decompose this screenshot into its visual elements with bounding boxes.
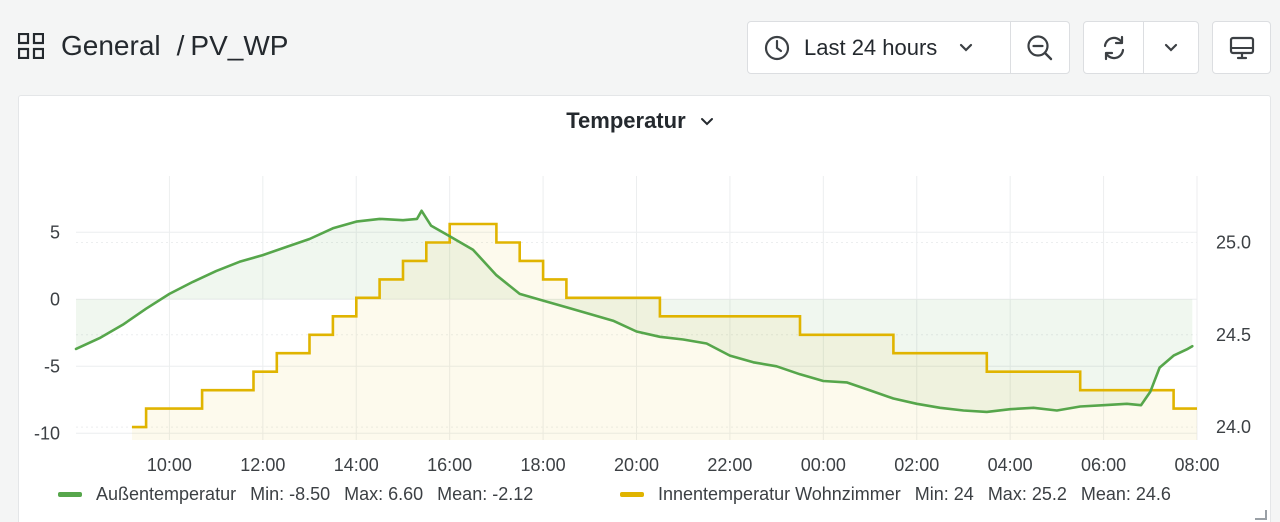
- chevron-down-icon: [960, 43, 973, 52]
- clock-icon: [764, 35, 790, 60]
- y-left-tick-label: 5: [50, 222, 60, 242]
- series-line-inside-temperature: [132, 222, 1197, 429]
- x-axis-tick-label: 18:00: [521, 455, 566, 475]
- panel-header[interactable]: Temperatur: [0, 108, 1280, 134]
- dashboard-navbar: General / PV_WP Last 24 hours: [0, 0, 1280, 90]
- series-area-inside-temperature: [132, 224, 1197, 440]
- cycle-view-mode-button[interactable]: [1212, 21, 1271, 74]
- grid-icon[interactable]: [18, 33, 44, 59]
- legend-mean: Mean: -2.12: [437, 484, 534, 504]
- zoom-out-button[interactable]: [1010, 21, 1070, 74]
- breadcrumb-folder-link[interactable]: General: [61, 30, 161, 61]
- x-axis-tick-label: 20:00: [614, 455, 659, 475]
- legend-item-inside-temperature[interactable]: Innentemperatur Wohnzimmer Min: 24 Max: …: [620, 484, 1171, 505]
- legend-min: Min: 24: [914, 484, 974, 504]
- legend-max: Max: 6.60: [344, 484, 424, 504]
- zoom-out-icon: [1027, 34, 1053, 60]
- y-right-tick-label: 25.0: [1216, 232, 1251, 252]
- y-left-tick-label: 0: [50, 289, 60, 309]
- legend-mean: Mean: 24.6: [1080, 484, 1171, 504]
- legend-max: Max: 25.2: [987, 484, 1067, 504]
- legend-min: Min: -8.50: [250, 484, 331, 504]
- refresh-dashboard-button[interactable]: [1083, 21, 1144, 74]
- series-area-outside-temperature: [76, 210, 1193, 412]
- chevron-down-icon: [1164, 43, 1178, 52]
- breadcrumb: General / PV_WP: [18, 30, 288, 62]
- time-range-picker-button[interactable]: Last 24 hours: [747, 21, 1011, 74]
- y-right-tick-label: 24.0: [1216, 417, 1251, 437]
- y-left-tick-label: -10: [34, 423, 60, 443]
- legend-swatch-green: [58, 492, 82, 497]
- breadcrumb-separator: /: [176, 30, 185, 61]
- legend-item-outside-temperature[interactable]: Außentemperatur Min: -8.50 Max: 6.60 Mea…: [58, 484, 533, 505]
- x-axis-tick-label: 22:00: [707, 455, 752, 475]
- x-axis-tick-label: 08:00: [1174, 455, 1219, 475]
- legend-series-name: Innentemperatur Wohnzimmer: [658, 484, 901, 504]
- x-axis-tick-label: 16:00: [427, 455, 472, 475]
- x-axis-tick-label: 14:00: [334, 455, 379, 475]
- x-axis-tick-label: 00:00: [801, 455, 846, 475]
- series-line-outside-temperature: [74, 209, 1194, 414]
- dashboard-title[interactable]: PV_WP: [190, 30, 289, 61]
- y-left-tick-label: -5: [44, 356, 60, 376]
- panel-title: Temperatur: [566, 108, 686, 133]
- x-axis-tick-label: 12:00: [240, 455, 285, 475]
- x-axis-tick-label: 06:00: [1081, 455, 1126, 475]
- panel-resize-handle[interactable]: [1255, 510, 1267, 520]
- x-axis-tick-label: 02:00: [894, 455, 939, 475]
- chart-legend: Außentemperatur Min: -8.50 Max: 6.60 Mea…: [0, 484, 1280, 510]
- legend-series-name: Außentemperatur: [96, 484, 237, 504]
- tv-icon: [1229, 36, 1254, 59]
- x-axis-tick-label: 04:00: [988, 455, 1033, 475]
- x-axis-tick-label: 10:00: [147, 455, 192, 475]
- time-range-label: Last 24 hours: [804, 34, 938, 60]
- legend-swatch-yellow: [620, 492, 644, 497]
- chevron-down-icon: [700, 118, 713, 126]
- temperature-panel: [18, 95, 1271, 522]
- refresh-interval-dropdown[interactable]: [1143, 21, 1199, 74]
- y-right-tick-label: 24.5: [1216, 325, 1251, 345]
- refresh-icon: [1103, 35, 1124, 60]
